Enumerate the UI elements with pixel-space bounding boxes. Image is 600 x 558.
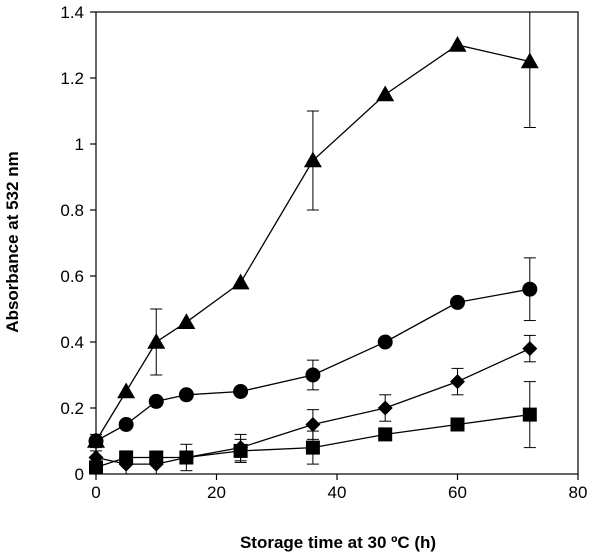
y-tick-label: 1.2 <box>60 69 84 88</box>
diamond-marker <box>377 400 393 416</box>
circle-series <box>88 257 538 449</box>
x-tick-label: 0 <box>91 483 100 502</box>
error-bar <box>523 11 536 128</box>
triangle-marker <box>303 151 322 168</box>
diamond-marker <box>450 374 465 390</box>
square-marker <box>305 440 320 455</box>
square-marker <box>450 417 465 432</box>
circle-marker <box>118 417 134 432</box>
circle-marker <box>148 393 164 409</box>
y-tick-label: 0.4 <box>60 333 84 352</box>
triangle-marker <box>231 273 250 290</box>
diamond-marker <box>522 341 538 357</box>
y-tick-label: 0.2 <box>60 399 84 418</box>
circle-marker <box>522 281 538 297</box>
y-tick-label: 1 <box>75 135 84 154</box>
x-axis-title: Storage time at 30 ºC (h) <box>240 533 436 552</box>
x-tick-label: 40 <box>328 483 347 502</box>
triangle-marker <box>448 36 467 52</box>
series-group <box>87 11 539 475</box>
triangle-marker <box>117 382 136 399</box>
y-axis-title: Absorbance at 532 nm <box>3 151 22 332</box>
x-tick-label: 80 <box>569 483 588 502</box>
y-tick-label: 0.8 <box>60 201 84 220</box>
triangle-marker <box>376 85 395 102</box>
triangle-marker <box>147 333 166 349</box>
square-marker <box>233 443 248 458</box>
diamond-marker <box>305 417 321 432</box>
circle-marker <box>377 334 393 350</box>
plot-frame <box>95 11 579 475</box>
circle-marker <box>233 384 249 399</box>
x-tick-label: 20 <box>207 483 226 502</box>
x-tick-label: 60 <box>448 483 467 502</box>
square-marker <box>179 450 194 465</box>
y-tick-label: 1.4 <box>60 3 84 22</box>
y-tick-label: 0 <box>75 465 84 484</box>
square-marker <box>149 450 164 465</box>
circle-marker <box>305 367 321 383</box>
square-marker <box>378 427 393 442</box>
axes: 0 20 40 60 80 0 0.2 0.4 0.6 0.8 1 1.2 1.4 <box>60 3 587 502</box>
y-tick-label: 0.6 <box>60 267 84 286</box>
square-marker <box>522 407 537 422</box>
triangle-series <box>87 11 539 448</box>
circle-marker <box>450 294 465 310</box>
square-marker <box>119 450 134 465</box>
square-series <box>89 381 537 475</box>
circle-marker <box>88 433 104 449</box>
triangle-marker <box>520 52 539 69</box>
triangle-marker <box>177 313 196 329</box>
square-marker <box>89 460 103 475</box>
circle-marker <box>178 387 194 403</box>
